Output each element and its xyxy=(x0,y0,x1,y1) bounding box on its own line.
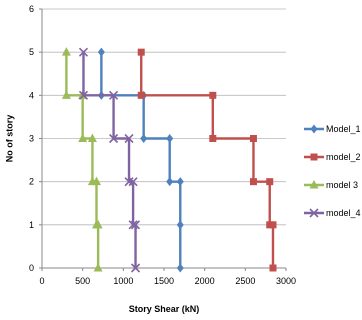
data-point xyxy=(130,220,141,230)
y-tick-label: 3 xyxy=(29,134,34,144)
legend-label: Model_1 xyxy=(326,124,361,134)
x-tick-label: 500 xyxy=(75,276,90,286)
x-tick-label: 0 xyxy=(39,276,44,286)
x-axis-tick-labels: 0 500 1000 1500 2000 2500 3000 xyxy=(39,276,296,286)
data-point xyxy=(109,133,119,144)
y-tick-label: 1 xyxy=(29,220,34,230)
x-tick-label: 3000 xyxy=(276,276,296,286)
data-point xyxy=(124,177,134,187)
legend-label: model_4 xyxy=(326,208,361,218)
data-point xyxy=(93,263,103,272)
data-point xyxy=(137,48,145,56)
data-point xyxy=(249,135,257,142)
legend-marker xyxy=(310,153,318,161)
legend-entry-3: model 3 xyxy=(304,180,358,190)
y-tick-label: 0 xyxy=(29,263,34,273)
data-point xyxy=(269,264,277,272)
y-tick-label: 4 xyxy=(29,90,34,100)
data-point xyxy=(61,47,71,56)
x-tick-label: 1000 xyxy=(113,276,133,286)
y-tick-label: 2 xyxy=(29,177,34,187)
data-point xyxy=(130,263,141,273)
data-point xyxy=(166,177,174,187)
series-line-4 xyxy=(82,52,137,268)
chart-axes xyxy=(39,8,287,271)
data-point xyxy=(91,219,101,229)
data-point xyxy=(97,47,105,57)
data-point xyxy=(209,135,217,142)
legend-marker xyxy=(310,124,318,134)
legend-entry-4: model_4 xyxy=(304,208,361,218)
data-point xyxy=(87,176,97,186)
data-point xyxy=(87,133,97,142)
y-axis-tick-labels: 0 1 2 3 4 5 6 xyxy=(29,4,34,273)
data-point xyxy=(128,177,138,187)
series-line-2 xyxy=(140,52,275,268)
x-tick-label: 1500 xyxy=(154,276,174,286)
legend-entry-2: model_2 xyxy=(304,152,361,162)
data-point xyxy=(78,47,89,57)
series-3 xyxy=(61,47,103,272)
data-point xyxy=(266,221,274,229)
data-point xyxy=(128,220,138,230)
series-line-3 xyxy=(65,52,100,268)
series-2 xyxy=(137,48,277,272)
x-tick-label: 2000 xyxy=(195,276,215,286)
legend-entry-1: Model_1 xyxy=(304,124,361,134)
data-point xyxy=(166,134,174,143)
y-axis-title: No of story xyxy=(4,115,14,163)
data-point xyxy=(176,220,184,230)
data-point xyxy=(176,263,184,273)
data-point xyxy=(266,178,274,186)
legend-marker xyxy=(309,180,319,189)
y-tick-label: 5 xyxy=(29,47,34,57)
data-point xyxy=(140,134,148,143)
data-point xyxy=(209,91,217,99)
data-point xyxy=(249,178,257,186)
data-point xyxy=(78,133,88,142)
x-tick-label: 2500 xyxy=(235,276,255,286)
series-1 xyxy=(97,47,184,273)
legend-marker xyxy=(309,208,319,218)
data-point xyxy=(137,91,145,99)
data-point xyxy=(124,133,134,144)
legend-label: model_2 xyxy=(326,152,361,162)
x-axis-title: Story Shear (kN) xyxy=(129,304,200,314)
y-tick-label: 6 xyxy=(29,4,34,14)
data-point xyxy=(78,90,89,100)
data-point xyxy=(109,90,119,100)
data-series xyxy=(61,47,277,273)
data-point xyxy=(176,177,184,187)
series-4 xyxy=(78,47,141,273)
legend-label: model 3 xyxy=(326,180,358,190)
data-point xyxy=(61,90,71,99)
